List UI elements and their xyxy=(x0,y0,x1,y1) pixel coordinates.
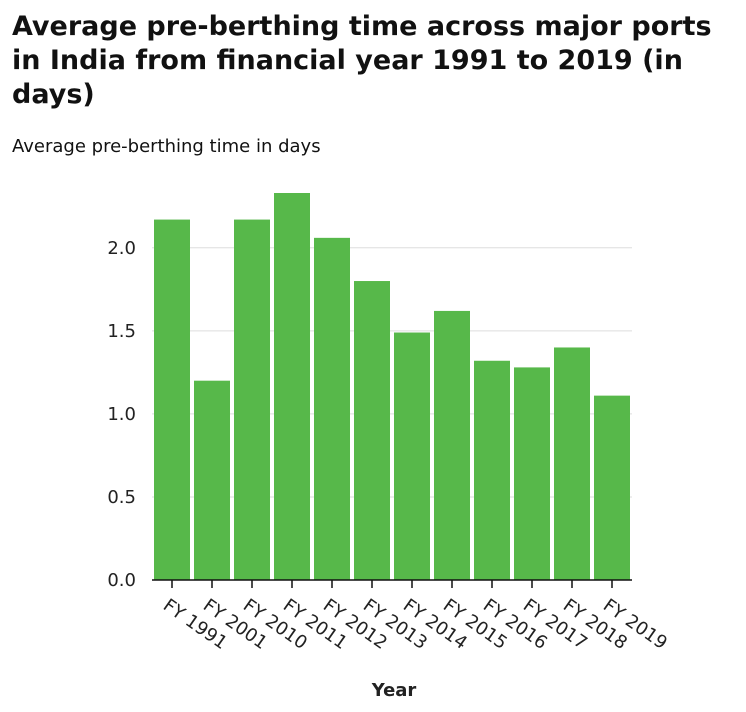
chart-title: Average pre-berthing time across major p… xyxy=(12,11,712,110)
bar xyxy=(314,237,350,580)
x-axis-label: Year xyxy=(371,680,417,701)
bar xyxy=(474,360,510,580)
bar xyxy=(434,310,470,580)
bar xyxy=(354,281,390,580)
y-axis-label: Average pre-berthing time in days xyxy=(12,136,321,157)
bar xyxy=(514,367,550,580)
bar xyxy=(394,332,430,580)
y-tick-label: 1.0 xyxy=(107,404,136,425)
y-tick-label: 0.5 xyxy=(107,487,136,508)
bar xyxy=(234,219,270,580)
y-tick-label: 1.5 xyxy=(107,321,136,342)
y-tick-label: 0.0 xyxy=(107,570,136,591)
bars xyxy=(154,193,630,580)
axes xyxy=(152,579,632,588)
grid-lines xyxy=(152,247,632,498)
y-tick-label: 2.0 xyxy=(107,238,136,259)
y-tick-labels: 0.0 0.5 1.0 1.5 2.0 xyxy=(107,238,136,591)
bar xyxy=(554,347,590,580)
bar xyxy=(274,193,310,580)
bar xyxy=(594,395,630,580)
bar xyxy=(154,219,190,580)
bar xyxy=(194,380,230,580)
